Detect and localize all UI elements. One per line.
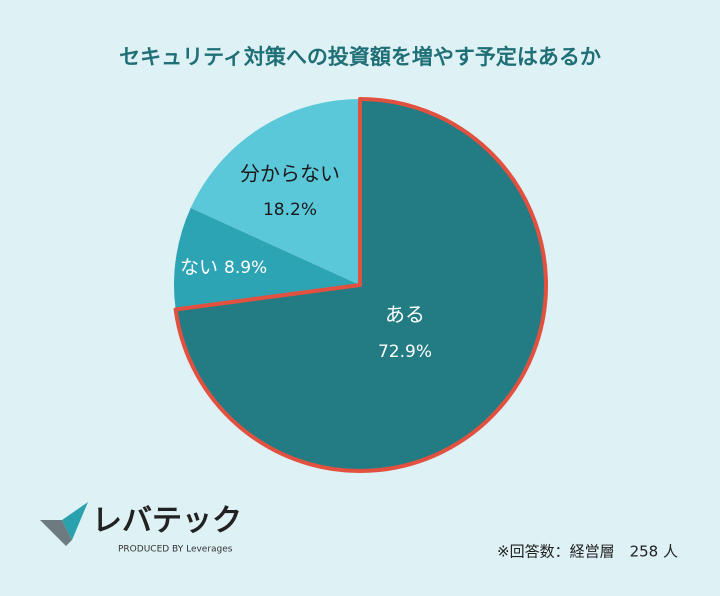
logo-mark: [40, 520, 72, 546]
note: ※回答数：経営層 258 人: [497, 543, 678, 561]
logo-tagline: PRODUCED BY Leverages: [118, 545, 233, 555]
slice-label: ない: [180, 257, 218, 279]
logo-mark: [62, 502, 88, 540]
chart-title: セキュリティ対策への投資額を増やす予定はあるか: [119, 45, 601, 69]
pie-slice: [190, 98, 360, 285]
value-label: 18.2%: [263, 200, 317, 220]
logo-name: レバテック: [92, 504, 242, 539]
pie: ある 72.9% ない 8.9% 分からない 18.2%: [173, 97, 548, 473]
value-label: 8.9%: [224, 258, 267, 278]
slice-label: 分からない: [240, 162, 340, 186]
slice-outline: [173, 97, 548, 473]
pie-slice: [174, 207, 360, 310]
slice-label: ある: [385, 303, 425, 327]
value-label: 72.9%: [378, 342, 432, 362]
logo: レバテック PRODUCED BY Leverages: [40, 502, 242, 555]
